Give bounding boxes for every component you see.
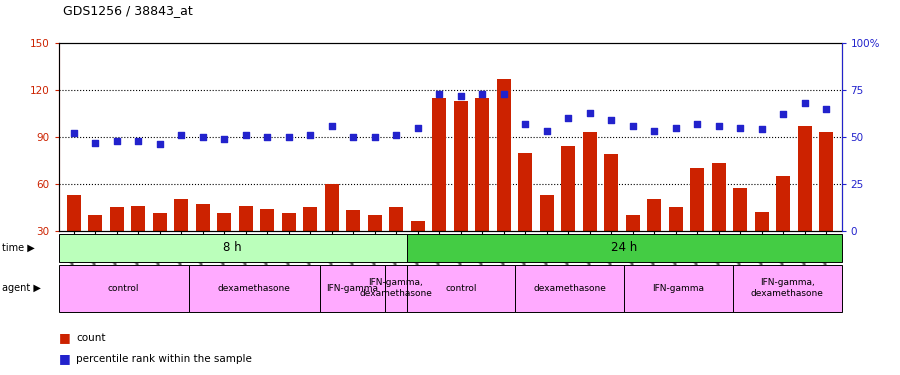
Bar [798, 126, 812, 278]
Point [518, 121, 533, 127]
Point [669, 124, 683, 130]
Bar [88, 215, 102, 278]
Text: time ▶: time ▶ [2, 243, 34, 253]
Point [776, 111, 790, 117]
Bar [410, 221, 425, 278]
Point [432, 91, 446, 97]
Bar [385, 265, 407, 312]
Text: dexamethasone: dexamethasone [533, 284, 606, 292]
Bar [515, 265, 624, 312]
Point [217, 136, 231, 142]
Point [282, 134, 296, 140]
Bar [195, 204, 210, 278]
Text: IFN-gamma,
dexamethasone: IFN-gamma, dexamethasone [359, 279, 432, 298]
Text: 24 h: 24 h [611, 241, 637, 254]
Bar [562, 146, 575, 278]
Bar [368, 215, 382, 278]
Text: IFN-gamma: IFN-gamma [652, 284, 705, 292]
Text: percentile rank within the sample: percentile rank within the sample [76, 354, 252, 363]
Point [88, 140, 103, 146]
Point [367, 134, 382, 140]
Point [819, 106, 833, 112]
Bar [282, 213, 296, 278]
Bar [238, 206, 253, 278]
Bar [777, 176, 790, 278]
Bar [110, 207, 123, 278]
Text: control: control [108, 284, 140, 292]
Point [690, 121, 705, 127]
Bar [346, 210, 360, 278]
Text: count: count [76, 333, 106, 343]
Point [389, 132, 403, 138]
Bar [325, 184, 338, 278]
Point [346, 134, 360, 140]
Text: GDS1256 / 38843_at: GDS1256 / 38843_at [63, 4, 193, 17]
Bar [189, 265, 320, 312]
Bar [626, 215, 640, 278]
Bar [624, 265, 733, 312]
Point [797, 100, 812, 106]
Bar [454, 101, 468, 278]
Bar [407, 234, 842, 262]
Point [410, 124, 425, 130]
Point [195, 134, 210, 140]
Text: ■: ■ [58, 332, 70, 344]
Point [260, 134, 274, 140]
Point [130, 138, 145, 144]
Bar [67, 195, 80, 278]
Bar [131, 206, 145, 278]
Bar [303, 207, 317, 278]
Bar [58, 265, 189, 312]
Bar [475, 98, 490, 278]
Bar [432, 98, 446, 278]
Bar [755, 212, 769, 278]
Text: control: control [446, 284, 477, 292]
Bar [260, 209, 274, 278]
Point [67, 130, 81, 136]
Text: ■: ■ [58, 352, 70, 365]
Point [582, 110, 597, 116]
Bar [320, 265, 385, 312]
Bar [389, 207, 403, 278]
Bar [604, 154, 618, 278]
Bar [407, 265, 515, 312]
Point [540, 128, 554, 134]
Point [497, 91, 511, 97]
Text: 8 h: 8 h [223, 241, 242, 254]
Bar [733, 265, 842, 312]
Point [475, 91, 490, 97]
Point [238, 132, 253, 138]
Bar [174, 200, 188, 278]
Bar [690, 168, 705, 278]
Text: dexamethasone: dexamethasone [218, 284, 291, 292]
Point [734, 124, 748, 130]
Point [152, 141, 166, 147]
Bar [217, 213, 231, 278]
Text: IFN-gamma,
dexamethasone: IFN-gamma, dexamethasone [751, 279, 824, 298]
Bar [540, 195, 554, 278]
Point [755, 126, 770, 132]
Point [454, 93, 468, 99]
Point [174, 132, 188, 138]
Bar [58, 234, 407, 262]
Bar [820, 132, 833, 278]
Text: IFN-gamma: IFN-gamma [326, 284, 378, 292]
Point [561, 115, 575, 121]
Bar [669, 207, 683, 278]
Bar [497, 79, 511, 278]
Bar [734, 188, 747, 278]
Point [712, 123, 726, 129]
Point [604, 117, 618, 123]
Point [325, 123, 339, 129]
Point [110, 138, 124, 144]
Bar [518, 153, 532, 278]
Point [626, 123, 640, 129]
Bar [647, 200, 662, 278]
Point [647, 128, 662, 134]
Bar [583, 132, 597, 278]
Bar [712, 164, 726, 278]
Point [303, 132, 318, 138]
Bar [153, 213, 166, 278]
Text: agent ▶: agent ▶ [2, 283, 40, 293]
